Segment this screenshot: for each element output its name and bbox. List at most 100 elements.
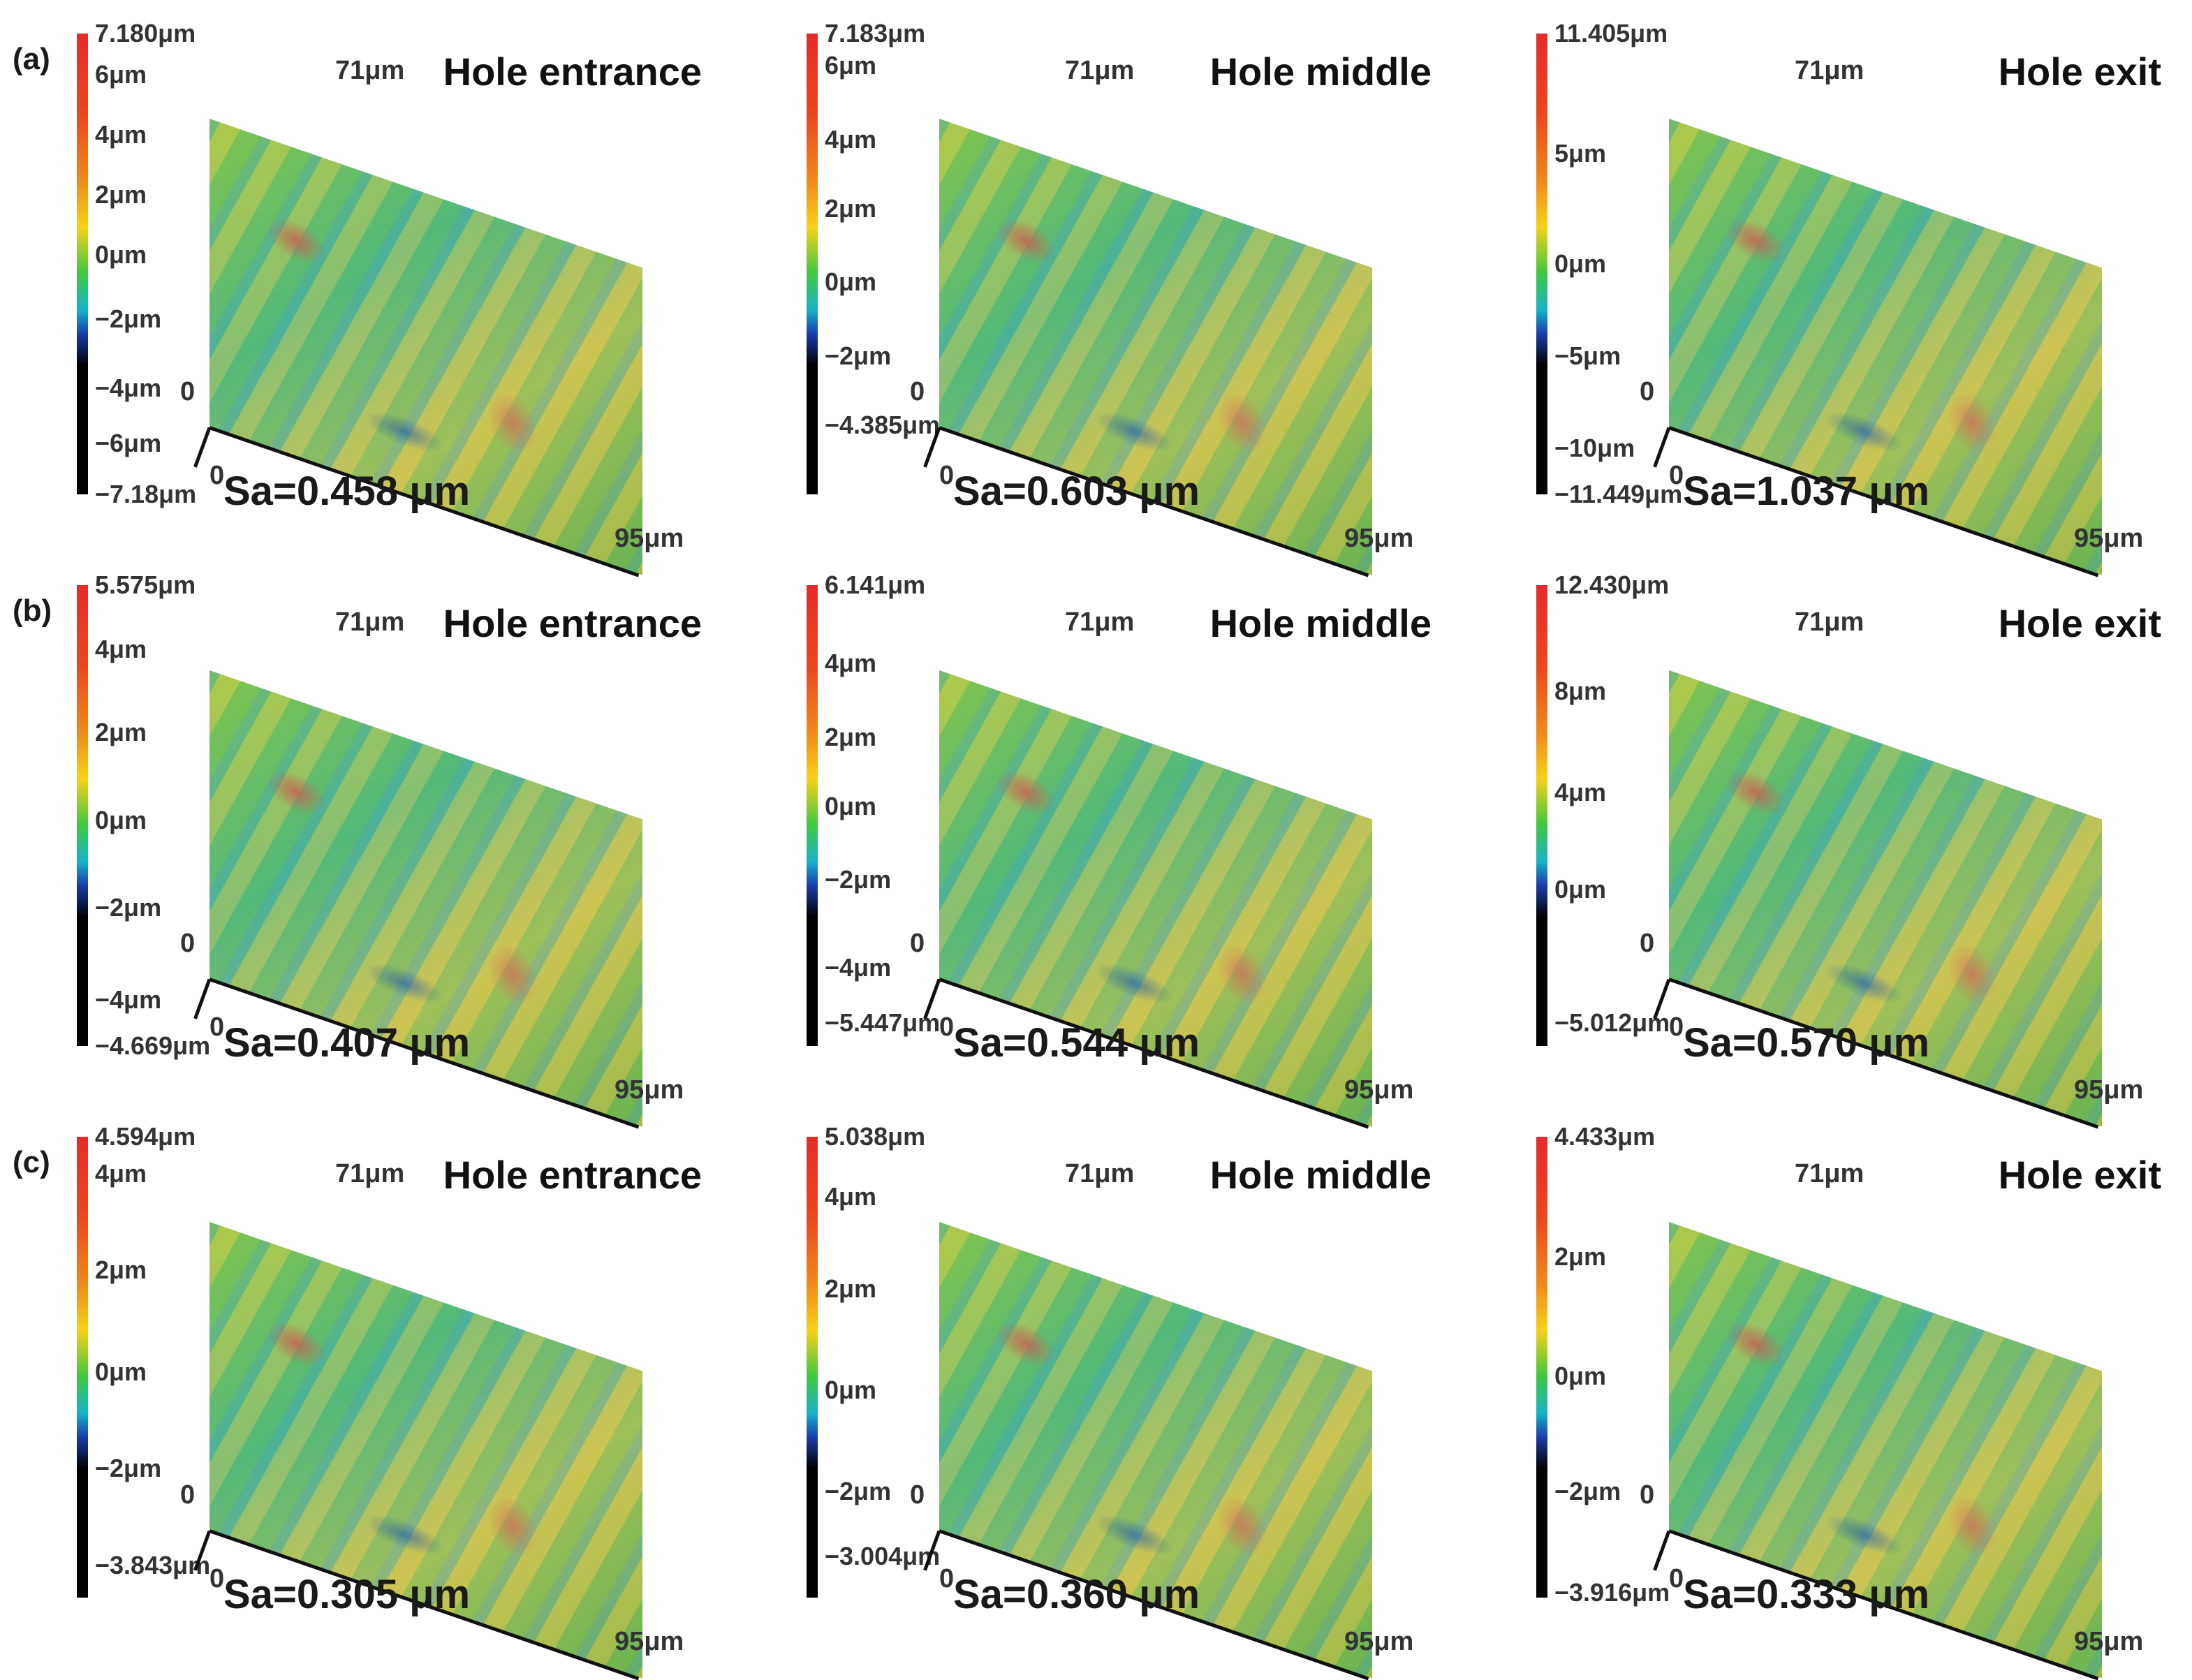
color-scale-tick: 4μm [95, 120, 147, 149]
panel-title: Hole middle [1209, 1153, 1432, 1197]
panel-title: Hole exit [1998, 601, 2161, 645]
origin-label-bottom: 0 [939, 461, 955, 490]
surface-panel: 6.141μm 4μm 2μm 0μm −2μm −4μm −5.447μm 71μm 0 0 95… [730, 566, 1459, 1129]
color-scale-tick: 4.433μm [1554, 1122, 1656, 1151]
row-label: (a) [13, 42, 50, 76]
color-scale-tick: 2μm [95, 180, 147, 209]
color-scale-tick: 11.405μm [1554, 19, 1668, 47]
origin-tick [193, 978, 212, 1019]
color-scale-bar [1536, 585, 1547, 1046]
origin-label-top: 0 [910, 929, 925, 958]
sa-value: Sa=0.458 μm [223, 469, 471, 514]
origin-label-bottom: 0 [209, 461, 225, 490]
x-extent-label: 95μm [1344, 1075, 1414, 1105]
y-extent-label: 71μm [1065, 56, 1135, 85]
origin-tick [1653, 1530, 1671, 1571]
panel-title: Hole entrance [443, 50, 702, 94]
color-scale-tick: 4μm [95, 635, 147, 664]
color-scale-bar [77, 1137, 88, 1598]
color-scale-bar [77, 34, 88, 494]
color-scale-tick: −7.18μm [95, 480, 197, 508]
color-scale-tick: −4μm [825, 952, 892, 982]
color-scale-tick: 0μm [825, 267, 877, 297]
sa-value: Sa=0.333 μm [1683, 1572, 1930, 1617]
surface-panel: 11.405μm 5μm 0μm −5μm −10μm −11.449μm 71μm 0 0 95… [1459, 14, 2189, 577]
x-extent-label: 95μm [1344, 524, 1414, 553]
row-label: (b) [13, 594, 52, 628]
color-scale-tick: 4μm [825, 649, 877, 678]
color-scale-tick: 5.575μm [95, 570, 196, 599]
color-scale-tick: 0μm [825, 1376, 877, 1404]
surface-panel: 5.038μm 4μm 2μm 0μm −2μm −3.004μm 71μm 0 0 95μm Ho… [730, 1117, 1459, 1680]
surface-panel: (c) 4.594μm 4μm 2μm 0μm −2μm −3.843μm 71μm 0 0 95μ… [0, 1117, 730, 1680]
color-scale-tick: 7.180μm [95, 19, 196, 47]
color-scale-tick: −3.843μm [95, 1550, 211, 1579]
origin-label-top: 0 [180, 377, 196, 406]
color-scale-bar [807, 585, 818, 1046]
color-scale-tick: −2μm [825, 1477, 892, 1506]
sa-value: Sa=0.305 μm [223, 1572, 471, 1617]
surface-panel: (b) 5.575μm 4μm 2μm 0μm −2μm −4μm −4.669μm 71μm 0… [0, 566, 730, 1129]
origin-label-bottom: 0 [1669, 1012, 1684, 1042]
color-scale-tick: 2μm [825, 193, 877, 223]
color-scale-tick: 4.594μm [95, 1122, 196, 1151]
color-scale-tick: 4μm [825, 124, 877, 154]
sa-value: Sa=0.360 μm [953, 1572, 1200, 1617]
y-extent-label: 71μm [1795, 607, 1864, 637]
origin-label-bottom: 0 [1669, 461, 1684, 490]
sa-value: Sa=0.544 μm [953, 1020, 1200, 1066]
origin-label-top: 0 [910, 377, 925, 406]
y-extent-label: 71μm [335, 1159, 405, 1188]
color-scale-tick: −2μm [1554, 1477, 1621, 1506]
x-extent-label: 95μm [615, 1075, 684, 1105]
y-extent-label: 71μm [1795, 56, 1864, 85]
color-scale-tick: 2μm [95, 1255, 147, 1285]
x-extent-label: 95μm [2074, 524, 2144, 553]
y-extent-label: 71μm [335, 56, 405, 85]
color-scale-tick: 0μm [1554, 249, 1607, 278]
panel-title: Hole exit [1998, 50, 2161, 94]
color-scale-bar [807, 34, 818, 494]
panel-title: Hole middle [1209, 601, 1432, 645]
color-scale-tick: 5.038μm [825, 1122, 926, 1151]
origin-label-top: 0 [910, 1480, 925, 1510]
origin-tick [193, 427, 212, 468]
color-scale-tick: 6.141μm [825, 570, 926, 599]
y-extent-label: 71μm [1065, 1159, 1135, 1188]
x-extent-label: 95μm [615, 524, 684, 553]
origin-label-bottom: 0 [209, 1012, 225, 1042]
color-scale-tick: 0μm [1554, 874, 1607, 904]
color-scale-tick: 4μm [1554, 778, 1607, 806]
panel-title: Hole exit [1998, 1153, 2161, 1197]
color-scale-tick: −5μm [1554, 341, 1621, 370]
sa-value: Sa=1.037 μm [1683, 469, 1930, 514]
color-scale-tick: 5μm [1554, 138, 1607, 168]
color-scale-tick: −10μm [1554, 434, 1635, 462]
y-extent-label: 71μm [1795, 1159, 1864, 1188]
color-scale-tick: −2μm [95, 1454, 162, 1483]
panel-title: Hole entrance [443, 601, 702, 645]
origin-label-bottom: 0 [939, 1564, 955, 1593]
color-scale-tick: 8μm [1554, 676, 1607, 705]
color-scale-tick: −5.447μm [825, 1008, 941, 1037]
y-extent-label: 71μm [335, 607, 405, 637]
color-scale-tick: 2μm [1554, 1241, 1607, 1271]
color-scale-tick: −4μm [95, 374, 162, 403]
x-extent-label: 95μm [2074, 1075, 2144, 1105]
sa-value: Sa=0.570 μm [1683, 1020, 1930, 1066]
origin-label-top: 0 [180, 1480, 196, 1510]
color-scale-tick: −2μm [95, 893, 162, 922]
color-scale-tick: −2μm [825, 341, 892, 370]
origin-label-bottom: 0 [209, 1564, 225, 1593]
color-scale-tick: 4μm [825, 1181, 877, 1211]
color-scale-tick: −2μm [825, 865, 892, 894]
color-scale-tick: 2μm [825, 722, 877, 751]
color-scale-tick: −4μm [95, 985, 162, 1014]
color-scale-tick: −3.916μm [1554, 1578, 1670, 1607]
x-extent-label: 95μm [2074, 1627, 2144, 1656]
color-scale-tick: 0μm [95, 1357, 147, 1386]
origin-label-top: 0 [1640, 929, 1655, 958]
color-scale-tick: −2μm [95, 304, 162, 334]
color-scale-tick: −11.449μm [1554, 480, 1683, 508]
color-scale-tick: −4.385μm [825, 411, 941, 439]
